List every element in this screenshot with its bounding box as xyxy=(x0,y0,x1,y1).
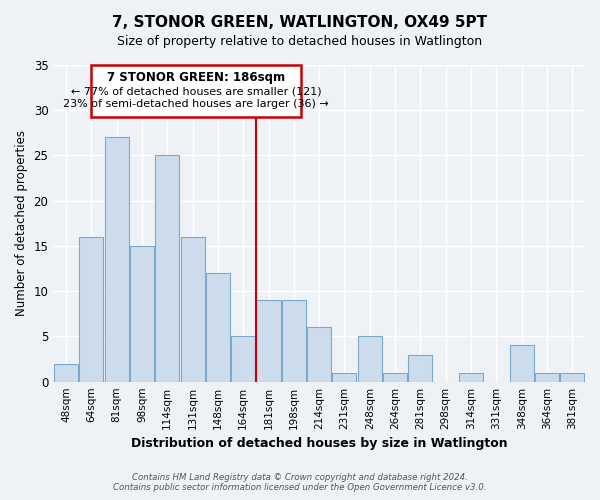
Bar xyxy=(560,372,584,382)
Bar xyxy=(79,237,103,382)
Bar xyxy=(409,354,433,382)
Bar xyxy=(130,246,154,382)
Text: 7, STONOR GREEN, WATLINGTON, OX49 5PT: 7, STONOR GREEN, WATLINGTON, OX49 5PT xyxy=(112,15,488,30)
Bar xyxy=(332,372,356,382)
Bar xyxy=(54,364,78,382)
X-axis label: Distribution of detached houses by size in Watlington: Distribution of detached houses by size … xyxy=(131,437,508,450)
Text: ← 77% of detached houses are smaller (121): ← 77% of detached houses are smaller (12… xyxy=(71,86,322,97)
Bar xyxy=(231,336,255,382)
Bar xyxy=(181,237,205,382)
Bar xyxy=(535,372,559,382)
Bar xyxy=(307,328,331,382)
Text: Size of property relative to detached houses in Watlington: Size of property relative to detached ho… xyxy=(118,35,482,48)
Bar xyxy=(358,336,382,382)
Text: 23% of semi-detached houses are larger (36) →: 23% of semi-detached houses are larger (… xyxy=(64,100,329,110)
Bar xyxy=(206,273,230,382)
FancyBboxPatch shape xyxy=(91,65,301,118)
Text: 7 STONOR GREEN: 186sqm: 7 STONOR GREEN: 186sqm xyxy=(107,72,286,85)
Y-axis label: Number of detached properties: Number of detached properties xyxy=(15,130,28,316)
Bar xyxy=(282,300,306,382)
Bar xyxy=(383,372,407,382)
Bar xyxy=(459,372,483,382)
Bar xyxy=(155,156,179,382)
Bar xyxy=(509,346,534,382)
Text: Contains HM Land Registry data © Crown copyright and database right 2024.
Contai: Contains HM Land Registry data © Crown c… xyxy=(113,473,487,492)
Bar xyxy=(256,300,281,382)
Bar xyxy=(104,138,128,382)
